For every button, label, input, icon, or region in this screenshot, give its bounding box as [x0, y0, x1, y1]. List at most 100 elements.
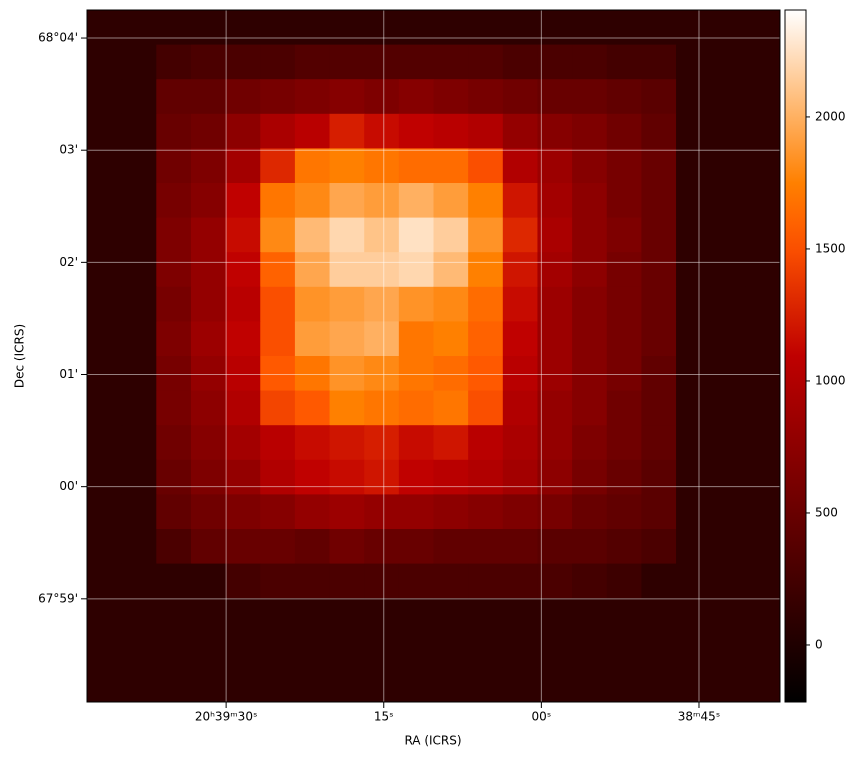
pixel: [606, 113, 642, 149]
colorbar: [784, 9, 807, 703]
pixel: [121, 252, 157, 288]
pixel: [468, 252, 504, 288]
pixel: [87, 425, 123, 461]
pixel: [398, 356, 434, 392]
pixel: [260, 79, 296, 115]
x-tick-label: 15ˢ: [374, 710, 394, 724]
pixel: [641, 252, 677, 288]
pixel: [606, 44, 642, 80]
pixel: [190, 390, 227, 426]
pixel: [641, 598, 677, 634]
pixel: [537, 321, 573, 357]
pixel: [156, 529, 192, 565]
pixel: [710, 44, 746, 80]
pixel: [121, 113, 157, 149]
pixel: [87, 632, 123, 668]
pixel: [606, 529, 642, 565]
pixel: [398, 148, 434, 184]
pixel: [676, 425, 712, 461]
pixel: [606, 79, 642, 115]
pixel: [676, 286, 712, 322]
pixel: [537, 183, 573, 219]
pixel: [468, 632, 504, 668]
pixel: [190, 667, 227, 703]
pixel: [156, 425, 192, 461]
pixel: [433, 459, 469, 495]
pixel: [121, 79, 157, 115]
pixel: [156, 494, 192, 530]
pixel: [121, 10, 157, 46]
pixel: [572, 425, 608, 461]
pixel: [572, 667, 608, 703]
pixel: [294, 563, 331, 599]
pixel: [364, 459, 400, 495]
pixel: [745, 79, 781, 115]
pixel: [329, 632, 365, 668]
pixel: [260, 529, 296, 565]
pixel: [641, 494, 677, 530]
pixel: [537, 529, 573, 565]
pixel: [710, 667, 746, 703]
pixel: [710, 79, 746, 115]
pixel: [190, 217, 227, 253]
pixel: [329, 356, 365, 392]
pixel: [676, 667, 712, 703]
pixel: [225, 459, 261, 495]
pixel: [502, 632, 538, 668]
pixel: [260, 10, 296, 46]
pixel: [676, 44, 712, 80]
pixel: [398, 529, 434, 565]
pixel: [468, 183, 504, 219]
pixel: [433, 10, 469, 46]
pixel: [190, 321, 227, 357]
pixel: [572, 632, 608, 668]
pixel: [745, 598, 781, 634]
pixel: [641, 459, 677, 495]
pixel: [502, 148, 538, 184]
pixel: [641, 356, 677, 392]
pixel: [641, 563, 677, 599]
pixel: [641, 217, 677, 253]
pixel: [87, 598, 123, 634]
pixel: [537, 563, 573, 599]
pixel: [190, 632, 227, 668]
pixel: [398, 598, 434, 634]
pixel: [676, 356, 712, 392]
pixel: [398, 425, 434, 461]
pixel: [468, 79, 504, 115]
pixel: [710, 632, 746, 668]
pixel: [121, 632, 157, 668]
pixel: [572, 598, 608, 634]
pixel: [190, 425, 227, 461]
pixel: [260, 217, 296, 253]
pixel: [294, 44, 331, 80]
pixel: [572, 44, 608, 80]
pixel: [364, 10, 400, 46]
pixel: [225, 183, 261, 219]
pixel: [225, 390, 261, 426]
pixel: [294, 390, 331, 426]
pixel: [468, 425, 504, 461]
pixel: [606, 356, 642, 392]
pixel: [156, 113, 192, 149]
pixel: [156, 356, 192, 392]
pixel: [190, 183, 227, 219]
pixel: [745, 632, 781, 668]
pixel: [710, 425, 746, 461]
pixel: [364, 217, 400, 253]
pixel: [121, 148, 157, 184]
pixel: [468, 390, 504, 426]
pixel: [468, 459, 504, 495]
pixel: [710, 148, 746, 184]
pixel: [537, 79, 573, 115]
pixel: [329, 459, 365, 495]
pixel: [537, 459, 573, 495]
y-axis-label: Dec (ICRS): [13, 324, 27, 388]
x-axis-label: RA (ICRS): [404, 734, 461, 748]
pixel: [606, 459, 642, 495]
pixel: [294, 286, 331, 322]
pixel: [606, 183, 642, 219]
pixel: [502, 286, 538, 322]
pixel: [225, 252, 261, 288]
pixel: [641, 321, 677, 357]
